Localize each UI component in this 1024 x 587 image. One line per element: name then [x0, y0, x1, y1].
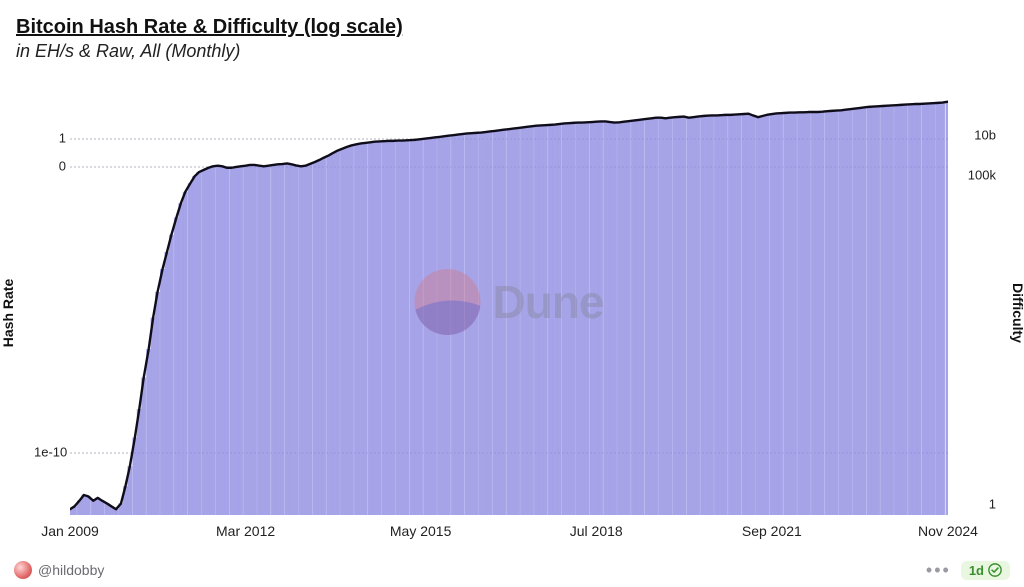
x-tick: Nov 2024 — [918, 523, 978, 539]
x-tick: Sep 2021 — [742, 523, 802, 539]
chart-svg — [70, 72, 948, 515]
more-menu-icon[interactable]: ••• — [926, 561, 951, 579]
plot-region: Dune — [70, 72, 948, 515]
author-handle[interactable]: @hildobby — [38, 562, 104, 578]
freshness-badge[interactable]: 1d — [961, 561, 1010, 580]
y-right-tick: 1 — [989, 496, 996, 511]
x-tick: Mar 2012 — [216, 523, 275, 539]
author-avatar[interactable] — [14, 561, 32, 579]
check-circle-icon — [988, 563, 1002, 577]
freshness-badge-label: 1d — [969, 563, 984, 578]
chart-subtitle: in EH/s & Raw, All (Monthly) — [16, 41, 1010, 62]
card-footer: @hildobby ••• 1d — [14, 557, 1010, 583]
y-right-axis-label: Difficulty — [1010, 283, 1024, 343]
chart-area: Hash Rate Difficulty Dune — [14, 72, 1010, 553]
y-right-tick: 10b — [974, 127, 996, 142]
y-left-tick: 0 — [34, 159, 66, 174]
x-tick: May 2015 — [390, 523, 451, 539]
y-left-tick: 1e-10 — [34, 445, 66, 460]
y-left-axis-label: Hash Rate — [0, 278, 16, 346]
chart-title: Bitcoin Hash Rate & Difficulty (log scal… — [16, 16, 1010, 39]
x-tick: Jan 2009 — [41, 523, 99, 539]
y-right-tick: 100k — [968, 167, 996, 182]
y-left-tick: 1 — [34, 130, 66, 145]
x-tick: Jul 2018 — [570, 523, 623, 539]
